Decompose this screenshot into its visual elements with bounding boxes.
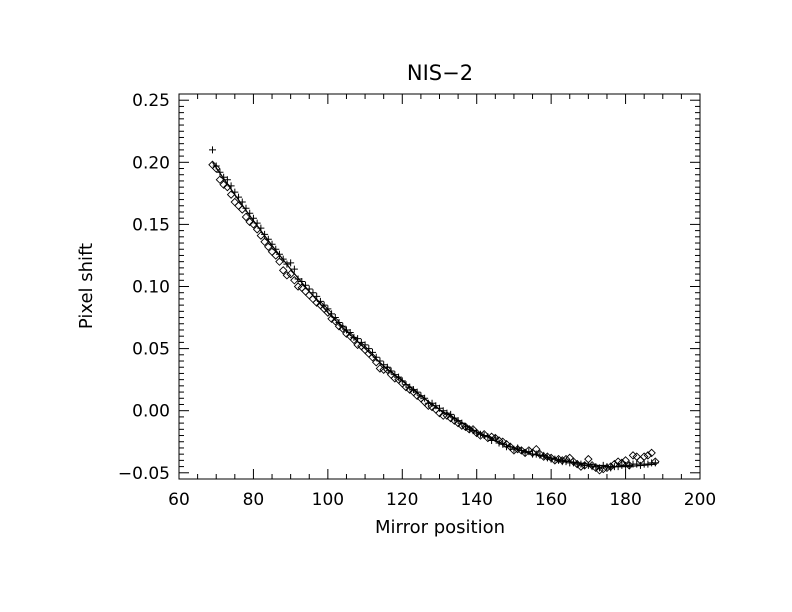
y-tick-label: 0.20 <box>132 153 170 173</box>
diamond-point <box>532 444 541 454</box>
plus-point <box>625 461 633 469</box>
y-tick-label: 0.10 <box>132 278 170 298</box>
diamond-point <box>282 271 292 280</box>
diamond-point <box>647 448 656 458</box>
diamond-point <box>491 433 500 443</box>
y-tick-label: 0.15 <box>132 215 170 235</box>
x-tick-label: 140 <box>460 490 492 510</box>
diamond-point <box>639 452 649 461</box>
chart-title: NIS−2 <box>407 61 473 85</box>
diamond-point <box>438 411 448 420</box>
diamond-point <box>483 433 493 443</box>
x-tick-label: 60 <box>168 490 190 510</box>
diamond-point <box>349 335 359 345</box>
diamond-point <box>230 197 240 207</box>
diamond-point <box>442 411 452 420</box>
ticks <box>178 94 701 479</box>
plus-point <box>633 460 641 468</box>
plot-frame <box>178 93 701 480</box>
diamond-point <box>215 175 225 184</box>
y-axis-label: Pixel shift <box>76 243 97 329</box>
plus-point <box>287 259 295 267</box>
diamond-point <box>632 452 641 461</box>
diamond-point <box>260 237 269 247</box>
plus-point <box>361 341 369 349</box>
diamond-point <box>264 242 273 251</box>
plus-point <box>369 348 377 356</box>
diamond-point <box>334 322 344 331</box>
diamond-point <box>323 308 333 317</box>
diamond-point <box>435 408 444 418</box>
diamond-point <box>241 212 251 222</box>
diamond-point <box>223 182 232 192</box>
diamond-point <box>498 437 508 446</box>
x-axis-label: Mirror position <box>375 517 505 538</box>
diamond-point <box>606 462 615 471</box>
diamond-point <box>338 324 347 333</box>
diamond-point <box>278 266 288 275</box>
diamond-point <box>342 329 351 338</box>
fit-line <box>212 161 656 468</box>
x-tick-label: 80 <box>243 490 265 510</box>
diamond-point <box>375 364 385 373</box>
y-tick-label: 0.05 <box>132 340 170 360</box>
diamond-point <box>312 298 321 307</box>
diamond-point <box>327 314 336 324</box>
diamond-point <box>621 456 630 465</box>
diamond-point <box>569 457 578 466</box>
diamond-point <box>293 282 303 291</box>
tick-labels: 60 80 100 120 140 160 180 200 −0.05 0.00 0.05 0.10 0… <box>118 91 716 510</box>
y-tick-label: −0.05 <box>118 464 170 484</box>
diamond-point <box>643 451 653 460</box>
diamond-point <box>472 428 481 438</box>
diamond-point <box>584 454 593 464</box>
x-tick-label: 120 <box>386 490 418 510</box>
x-tick-label: 200 <box>684 490 716 510</box>
diamond-point <box>208 160 217 170</box>
plus-point <box>208 146 216 154</box>
y-tick-label: 0.00 <box>132 402 170 422</box>
diamond-point <box>331 317 340 326</box>
diamond-point <box>625 461 634 470</box>
x-tick-label: 160 <box>535 490 567 510</box>
diamond-point <box>524 446 534 455</box>
diamond-point <box>561 454 571 464</box>
diamond-point <box>599 464 608 474</box>
x-tick-label: 100 <box>312 490 344 510</box>
diamond-point <box>245 217 254 227</box>
plus-point <box>261 230 269 238</box>
plus-point <box>294 275 302 283</box>
diamond-point <box>520 448 530 458</box>
diamond-point <box>595 466 604 475</box>
diamond-point <box>535 449 545 459</box>
diamond-point <box>591 463 601 473</box>
diamond-point <box>383 365 392 374</box>
y-tick-label: 0.25 <box>132 91 170 111</box>
diamond-point <box>576 462 586 471</box>
x-tick-label: 180 <box>609 490 641 510</box>
diamond-point <box>275 257 284 266</box>
diamond-point <box>628 451 638 460</box>
diamond-point <box>461 422 470 432</box>
diamond-point <box>651 457 660 466</box>
diamond-point <box>290 276 299 285</box>
diamond-point <box>546 453 556 463</box>
diamond-point <box>211 164 221 173</box>
diamond-point <box>610 459 619 469</box>
plus-point <box>365 345 373 353</box>
diamond-point <box>502 439 511 449</box>
diamond-point <box>368 353 377 362</box>
diamond-point <box>219 180 228 189</box>
plus-point <box>290 265 298 273</box>
plus-point <box>380 361 388 369</box>
data-marks <box>208 146 660 475</box>
